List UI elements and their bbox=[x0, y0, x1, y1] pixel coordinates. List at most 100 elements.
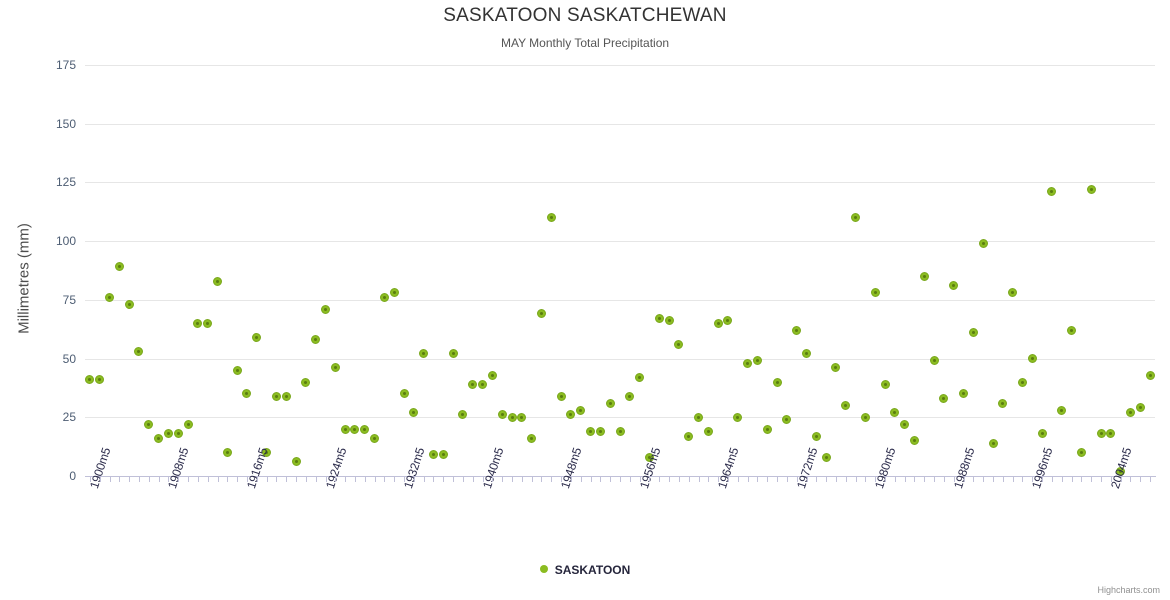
data-point[interactable] bbox=[929, 356, 939, 366]
data-point[interactable] bbox=[752, 356, 762, 366]
data-point[interactable] bbox=[1086, 184, 1096, 194]
data-point[interactable] bbox=[154, 433, 164, 443]
data-point[interactable] bbox=[517, 412, 527, 422]
data-point[interactable] bbox=[1116, 466, 1126, 476]
data-point[interactable] bbox=[713, 318, 723, 328]
data-point[interactable] bbox=[203, 318, 213, 328]
data-point[interactable] bbox=[163, 429, 173, 439]
data-point[interactable] bbox=[694, 412, 704, 422]
data-point[interactable] bbox=[478, 379, 488, 389]
data-point[interactable] bbox=[919, 271, 929, 281]
data-point[interactable] bbox=[114, 262, 124, 272]
data-point[interactable] bbox=[880, 379, 890, 389]
data-point[interactable] bbox=[438, 450, 448, 460]
data-point[interactable] bbox=[1017, 377, 1027, 387]
data-point[interactable] bbox=[1076, 448, 1086, 457]
data-point[interactable] bbox=[909, 436, 919, 446]
data-point[interactable] bbox=[1135, 403, 1145, 413]
data-point[interactable] bbox=[105, 293, 115, 302]
data-point[interactable] bbox=[1145, 370, 1155, 380]
data-point[interactable] bbox=[1008, 288, 1018, 298]
data-point[interactable] bbox=[635, 372, 645, 382]
data-point[interactable] bbox=[85, 375, 95, 385]
data-point[interactable] bbox=[193, 318, 203, 328]
data-point[interactable] bbox=[350, 424, 360, 434]
data-point[interactable] bbox=[497, 410, 507, 420]
data-point[interactable] bbox=[841, 401, 851, 411]
data-point[interactable] bbox=[684, 431, 694, 441]
data-point[interactable] bbox=[949, 281, 959, 291]
data-point[interactable] bbox=[330, 363, 340, 373]
data-point[interactable] bbox=[291, 457, 301, 467]
data-point[interactable] bbox=[134, 347, 144, 357]
data-point[interactable] bbox=[379, 293, 389, 302]
data-point[interactable] bbox=[301, 377, 311, 387]
data-point[interactable] bbox=[703, 426, 713, 436]
data-point[interactable] bbox=[821, 452, 831, 462]
data-point[interactable] bbox=[566, 410, 576, 420]
data-point[interactable] bbox=[487, 370, 497, 380]
credits-label[interactable]: Highcharts.com bbox=[1097, 585, 1160, 595]
legend-item-saskatoon[interactable]: SASKATOON bbox=[539, 562, 630, 577]
data-point[interactable] bbox=[409, 408, 419, 418]
data-point[interactable] bbox=[959, 389, 969, 399]
data-point[interactable] bbox=[183, 419, 193, 429]
data-point[interactable] bbox=[252, 332, 262, 342]
data-point[interactable] bbox=[664, 316, 674, 326]
data-point[interactable] bbox=[1067, 325, 1077, 335]
data-point[interactable] bbox=[556, 391, 566, 401]
data-point[interactable] bbox=[605, 398, 615, 408]
data-point[interactable] bbox=[654, 314, 664, 324]
data-point[interactable] bbox=[507, 412, 517, 422]
data-point[interactable] bbox=[546, 213, 556, 223]
data-point[interactable] bbox=[792, 325, 802, 335]
data-point[interactable] bbox=[615, 426, 625, 436]
data-point[interactable] bbox=[262, 448, 272, 457]
data-point[interactable] bbox=[831, 363, 841, 373]
data-point[interactable] bbox=[232, 365, 242, 375]
data-point[interactable] bbox=[811, 431, 821, 441]
data-point[interactable] bbox=[988, 438, 998, 448]
data-point[interactable] bbox=[242, 389, 252, 399]
data-point[interactable] bbox=[644, 452, 654, 462]
data-point[interactable] bbox=[939, 393, 949, 403]
data-point[interactable] bbox=[595, 426, 605, 436]
data-point[interactable] bbox=[782, 415, 792, 425]
data-point[interactable] bbox=[1096, 429, 1106, 439]
data-point[interactable] bbox=[1047, 187, 1057, 197]
data-point[interactable] bbox=[998, 398, 1008, 408]
data-point[interactable] bbox=[576, 405, 586, 415]
data-point[interactable] bbox=[124, 300, 134, 310]
data-point[interactable] bbox=[370, 433, 380, 443]
data-point[interactable] bbox=[625, 391, 635, 401]
data-point[interactable] bbox=[978, 238, 988, 248]
data-point[interactable] bbox=[733, 412, 743, 422]
data-point[interactable] bbox=[870, 288, 880, 298]
data-point[interactable] bbox=[173, 429, 183, 439]
data-point[interactable] bbox=[1037, 429, 1047, 439]
data-point[interactable] bbox=[468, 379, 478, 389]
data-point[interactable] bbox=[968, 328, 978, 338]
data-point[interactable] bbox=[743, 358, 753, 368]
data-point[interactable] bbox=[890, 408, 900, 418]
data-point[interactable] bbox=[1106, 429, 1116, 439]
data-point[interactable] bbox=[428, 450, 438, 460]
data-point[interactable] bbox=[1125, 408, 1135, 418]
data-point[interactable] bbox=[527, 433, 537, 443]
data-point[interactable] bbox=[586, 426, 596, 436]
data-point[interactable] bbox=[772, 377, 782, 387]
data-point[interactable] bbox=[802, 349, 811, 359]
data-point[interactable] bbox=[458, 410, 468, 420]
data-point[interactable] bbox=[448, 349, 458, 359]
data-point[interactable] bbox=[144, 419, 154, 429]
data-point[interactable] bbox=[311, 335, 321, 345]
data-point[interactable] bbox=[536, 309, 546, 319]
data-point[interactable] bbox=[389, 288, 399, 298]
data-point[interactable] bbox=[95, 375, 105, 385]
data-point[interactable] bbox=[281, 391, 291, 401]
data-point[interactable] bbox=[860, 412, 870, 422]
data-point[interactable] bbox=[1057, 405, 1067, 415]
data-point[interactable] bbox=[723, 316, 733, 326]
data-point[interactable] bbox=[1027, 354, 1037, 364]
data-point[interactable] bbox=[900, 419, 910, 429]
